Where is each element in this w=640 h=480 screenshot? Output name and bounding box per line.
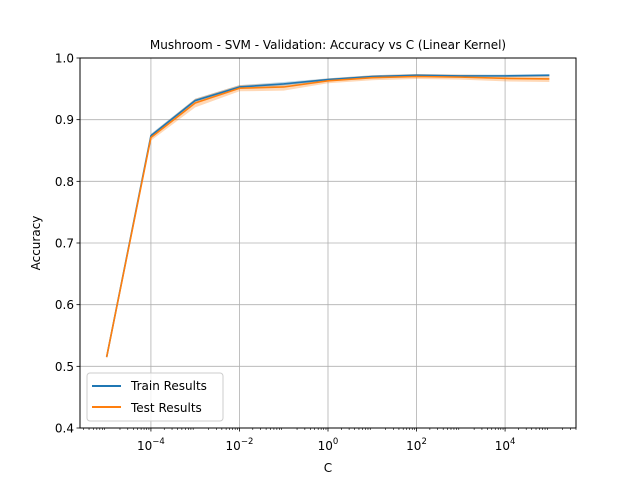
- y-tick-label: 0.7: [55, 237, 74, 251]
- x-axis-label: C: [324, 461, 332, 475]
- y-tick-label: 0.6: [55, 298, 74, 312]
- legend-label-test: Test Results: [130, 401, 202, 415]
- x-tick-label: 10−2: [226, 437, 254, 453]
- chart-title: Mushroom - SVM - Validation: Accuracy vs…: [150, 38, 506, 52]
- legend-label-train: Train Results: [130, 379, 207, 393]
- y-tick-label: 0.5: [55, 360, 74, 374]
- x-tick-label: 10−4: [137, 437, 165, 453]
- y-tick-label: 0.8: [55, 175, 74, 189]
- y-tick-label: 1.0: [55, 52, 74, 66]
- x-tick-label: 102: [406, 437, 427, 453]
- series-lines: [105, 74, 550, 358]
- x-tick-label: 100: [318, 437, 339, 453]
- y-axis-ticks: 0.4 0.5 0.6 0.7 0.8 0.9 1.0: [55, 52, 80, 436]
- x-tick-label: 104: [495, 437, 516, 453]
- legend: Train Results Test Results: [86, 372, 224, 422]
- y-tick-label: 0.4: [55, 422, 74, 436]
- y-tick-label: 0.9: [55, 113, 74, 127]
- y-axis-label: Accuracy: [29, 216, 43, 271]
- x-axis-ticks: 10−4 10−2 100 102 104: [83, 428, 577, 453]
- grid-lines: [80, 57, 576, 429]
